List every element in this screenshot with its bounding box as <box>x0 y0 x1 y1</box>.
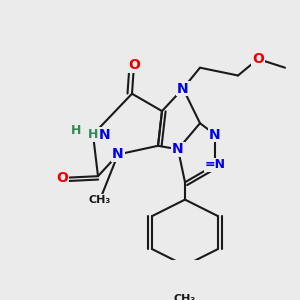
Text: H: H <box>71 124 81 137</box>
Text: O: O <box>128 58 140 72</box>
Text: CH₃: CH₃ <box>89 195 111 205</box>
Text: N: N <box>177 82 189 95</box>
Text: O: O <box>252 52 264 66</box>
Text: H: H <box>88 128 98 141</box>
Text: CH₃: CH₃ <box>174 294 196 300</box>
Text: N: N <box>112 148 124 161</box>
Text: N: N <box>172 142 184 156</box>
Text: O: O <box>56 171 68 185</box>
Text: N: N <box>99 128 111 142</box>
Text: N: N <box>209 128 221 142</box>
Text: =N: =N <box>205 158 226 171</box>
